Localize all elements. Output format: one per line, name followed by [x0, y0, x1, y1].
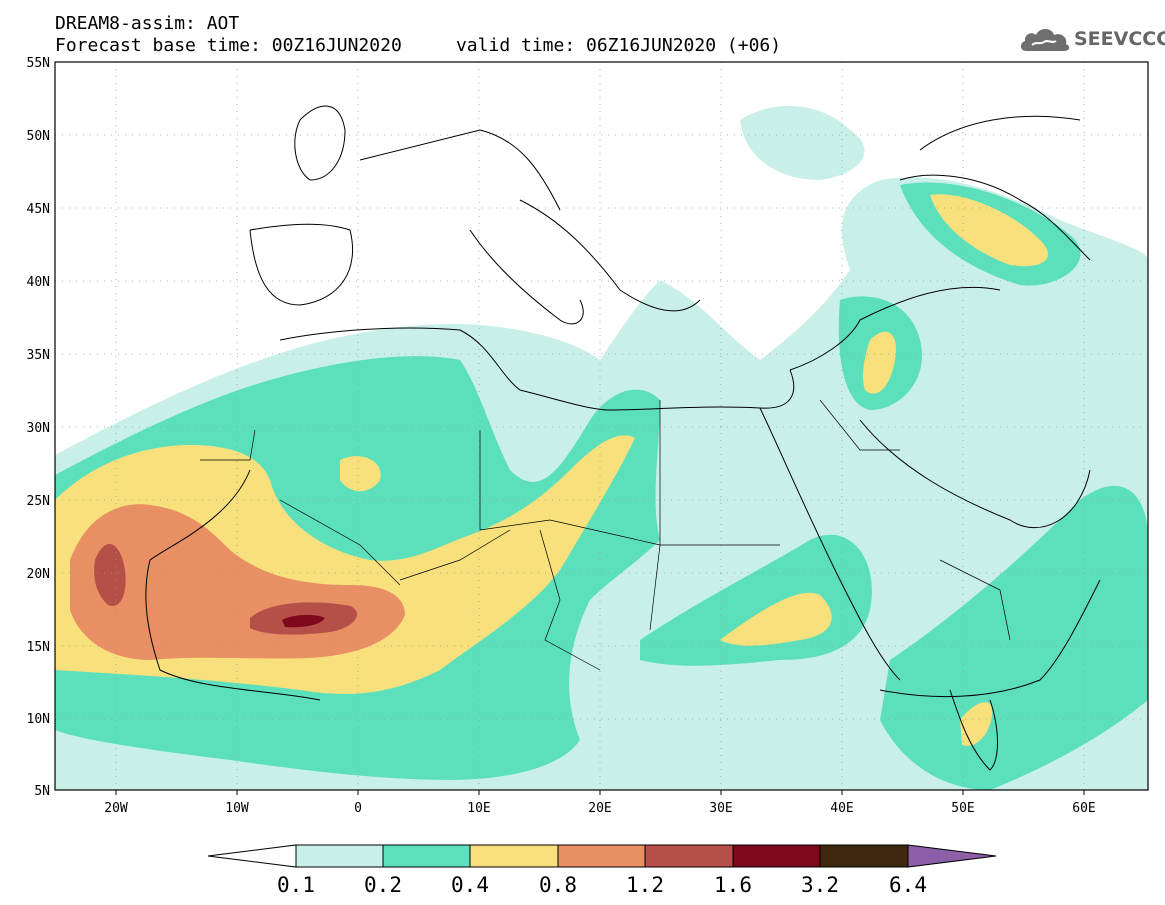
colorbar-label: 1.6: [714, 873, 752, 897]
lon-label: 0: [354, 801, 362, 816]
aot-shading: [55, 106, 1148, 790]
aot-level-1.2: [94, 543, 126, 606]
borders: [200, 399, 1011, 671]
colorbar: [207, 844, 997, 868]
lat-label: 55N: [27, 56, 50, 71]
colorbar-label: 6.4: [889, 873, 927, 897]
aot-level-0.4: [862, 331, 896, 394]
lon-label: 30E: [709, 801, 732, 816]
lon-label: 50E: [951, 801, 974, 816]
plot-frame: [54, 61, 1149, 791]
aot-level-0.4: [340, 456, 381, 492]
lat-label: 20N: [27, 567, 50, 582]
lat-label: 15N: [27, 640, 50, 655]
colorbar-bin: [819, 844, 909, 868]
lon-label: 20W: [104, 801, 128, 816]
logo-text: SEEVCCC: [1074, 28, 1165, 50]
aot-level-0.4: [930, 194, 1049, 267]
colorbar-bin: [382, 844, 471, 868]
lon-label: 20E: [588, 801, 611, 816]
cloud-icon: [1020, 29, 1070, 51]
lon-label: 10W: [225, 801, 249, 816]
lon-label: 40E: [830, 801, 853, 816]
lat-label: 45N: [27, 202, 50, 217]
ticks: [115, 790, 1085, 795]
aot-level-0.2: [880, 485, 1148, 790]
colorbar-bin: [644, 844, 734, 868]
lon-label: 60E: [1072, 801, 1095, 816]
lon-label: 10E: [467, 801, 490, 816]
lat-label: 5N: [34, 784, 50, 799]
colorbar-label: 0.1: [277, 873, 315, 897]
seevccc-logo: SEEVCCC: [1018, 24, 1165, 54]
colorbar-label: 0.8: [539, 873, 577, 897]
coastlines: [145, 105, 1101, 771]
lat-label: 35N: [27, 348, 50, 363]
colorbar-bin: [732, 844, 821, 868]
aot-level-0.4: [720, 592, 832, 646]
lat-labels: 5N 10N 15N 20N 25N 30N 35N 40N 45N 50N 5…: [27, 56, 50, 799]
colorbar-low-arrow: [207, 844, 297, 868]
lat-label: 10N: [27, 712, 50, 727]
colorbar-high-arrow: [907, 844, 997, 868]
colorbar-label: 3.2: [801, 873, 839, 897]
lat-label: 25N: [27, 494, 50, 509]
colorbar-bin: [557, 844, 646, 868]
aot-level-0.1: [740, 106, 865, 180]
forecast-times: Forecast base time: 00Z16JUN2020 valid t…: [55, 35, 782, 56]
map-title: DREAM8-assim: AOT: [55, 13, 240, 34]
colorbar-label: 0.4: [451, 873, 489, 897]
aot-level-1.6: [282, 614, 325, 628]
colorbar-label: 0.2: [364, 873, 402, 897]
aot-level-0.4: [960, 702, 993, 746]
colorbar-bin: [469, 844, 559, 868]
colorbar-labels: 0.1 0.2 0.4 0.8 1.2 1.6 3.2 6.4: [277, 873, 927, 897]
lat-label: 50N: [27, 129, 50, 144]
colorbar-label: 1.2: [626, 873, 664, 897]
lon-labels: 20W 10W 0 10E 20E 30E 40E 50E 60E: [104, 801, 1095, 816]
lat-label: 30N: [27, 421, 50, 436]
lat-label: 40N: [27, 275, 50, 290]
colorbar-bin: [295, 844, 384, 868]
